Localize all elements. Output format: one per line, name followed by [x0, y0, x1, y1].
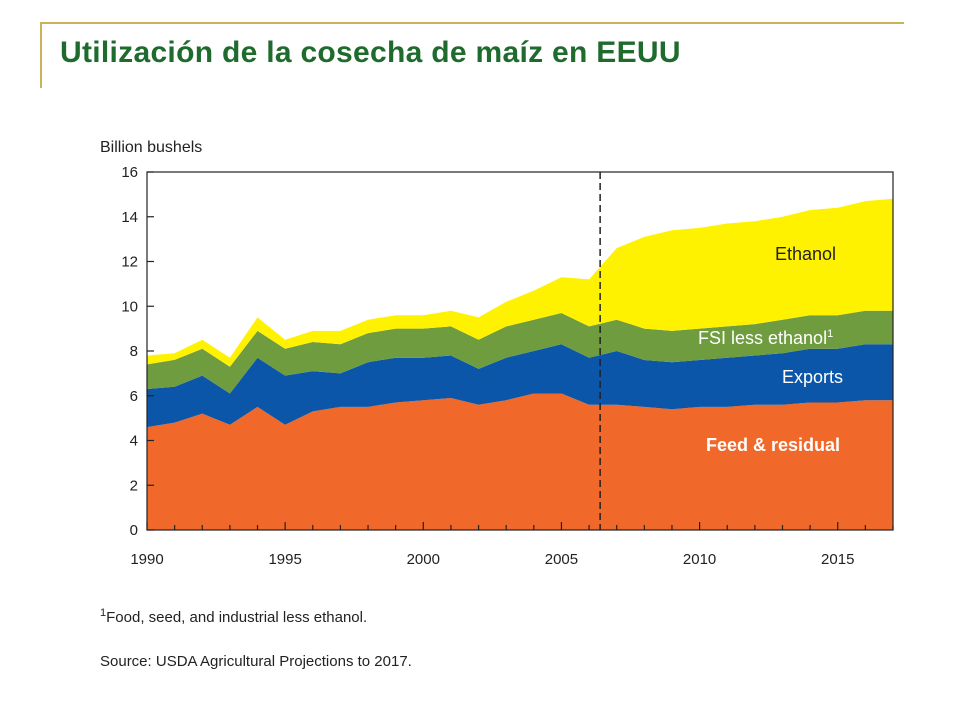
- series-label-fsi: FSI less ethanol1: [698, 328, 833, 348]
- y-tick-label: 14: [121, 209, 138, 226]
- y-axis-unit-label: Billion bushels: [100, 139, 202, 156]
- x-tick-label: 2010: [683, 551, 716, 568]
- series-label-exports: Exports: [782, 367, 843, 387]
- x-tick-label: 1990: [130, 551, 163, 568]
- footnote: 1Food, seed, and industrial less ethanol…: [100, 607, 367, 626]
- y-tick-label: 0: [130, 522, 138, 539]
- y-tick-label: 2: [130, 477, 138, 494]
- footnote-text: Food, seed, and industrial less ethanol.: [106, 609, 367, 626]
- series-label-fsi-text: FSI less ethanol: [698, 328, 827, 348]
- y-tick-label: 6: [130, 388, 138, 405]
- y-tick-label: 12: [121, 254, 138, 271]
- series-label-fsi-footnote-marker: 1: [827, 328, 833, 340]
- series-label-ethanol: Ethanol: [775, 244, 836, 264]
- series-label-feed-residual: Feed & residual: [706, 435, 840, 455]
- axes-layer: 0 2 4 6 8 10 12 14 16 1990 1995 2000 2005 2010 2015: [121, 164, 894, 568]
- area-fsi-less-ethanol: [147, 310, 893, 394]
- x-tick-label: 2000: [407, 551, 440, 568]
- x-tick-label: 2015: [821, 551, 854, 568]
- area-ethanol: [147, 198, 893, 367]
- x-tick-label: 2005: [545, 551, 578, 568]
- footnote-marker: 1: [100, 607, 106, 619]
- source-note: Source: USDA Agricultural Projections to…: [100, 653, 412, 670]
- area-exports: [147, 344, 893, 428]
- title-frame-left: [40, 22, 42, 88]
- y-tick-label: 4: [130, 433, 138, 450]
- area-layer: [147, 198, 893, 530]
- slide-title: Utilización de la cosecha de maíz en EEU…: [60, 36, 681, 69]
- y-tick-label: 10: [121, 298, 138, 315]
- y-tick-label: 8: [130, 343, 138, 360]
- y-tick-label: 16: [121, 164, 138, 181]
- title-frame-top: [40, 22, 904, 24]
- area-feed-residual: [147, 393, 893, 530]
- x-tick-label: 1995: [268, 551, 301, 568]
